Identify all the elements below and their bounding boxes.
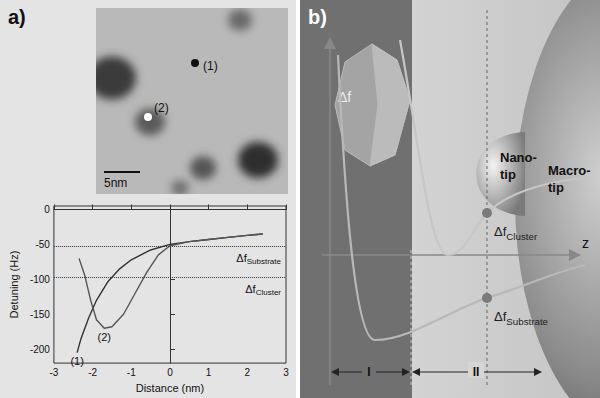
svg-text:I: I (367, 365, 370, 379)
svg-text:Detuning (Hz): Detuning (Hz) (8, 251, 20, 319)
svg-text:5nm: 5nm (104, 176, 127, 190)
svg-text:-150: -150 (30, 309, 50, 320)
svg-text:-1: -1 (127, 367, 136, 378)
svg-text:tip: tip (500, 167, 516, 182)
svg-text:ΔfSubstrate: ΔfSubstrate (494, 309, 548, 327)
svg-text:ΔfCluster: ΔfCluster (494, 224, 538, 242)
svg-text:(1): (1) (70, 355, 83, 367)
svg-text:-200: -200 (30, 344, 50, 355)
svg-text:-3: -3 (49, 367, 58, 378)
svg-text:3: 3 (283, 367, 289, 378)
svg-text:Distance (nm): Distance (nm) (136, 382, 204, 394)
svg-text:tip: tip (548, 180, 564, 195)
svg-text:Δf: Δf (338, 89, 352, 105)
svg-text:(2): (2) (154, 101, 169, 115)
svg-text:Macro-: Macro- (548, 163, 591, 178)
svg-text:(2): (2) (97, 331, 110, 343)
svg-text:Δf: Δf (245, 283, 256, 295)
svg-text:0: 0 (44, 204, 50, 215)
svg-text:1: 1 (206, 367, 212, 378)
svg-text:-100: -100 (30, 274, 50, 285)
svg-text:b): b) (308, 6, 327, 28)
svg-text:(1): (1) (203, 59, 218, 73)
svg-text:-2: -2 (88, 367, 97, 378)
svg-text:a): a) (8, 6, 26, 28)
svg-text:Δf: Δf (236, 252, 247, 264)
svg-text:Cluster: Cluster (256, 288, 282, 297)
svg-text:Nano-: Nano- (500, 150, 537, 165)
svg-text:Substrate: Substrate (247, 257, 282, 266)
svg-text:-50: -50 (35, 239, 50, 250)
svg-text:0: 0 (167, 367, 173, 378)
svg-text:z: z (582, 235, 589, 251)
svg-text:II: II (473, 365, 480, 379)
svg-text:2: 2 (245, 367, 251, 378)
